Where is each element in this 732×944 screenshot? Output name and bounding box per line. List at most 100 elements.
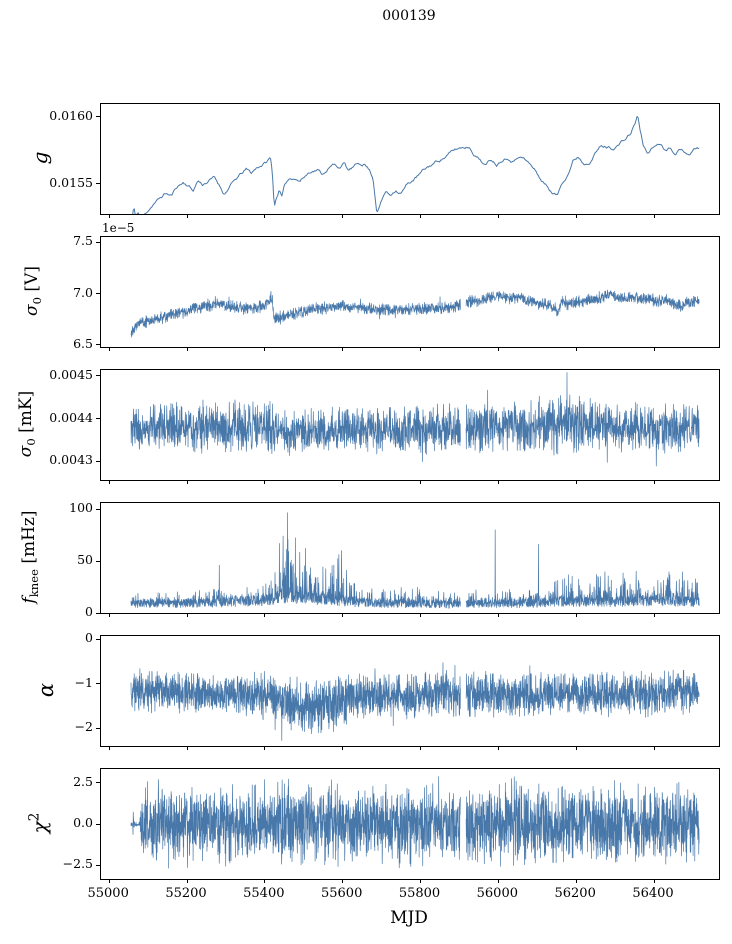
y-tick-mark bbox=[96, 460, 100, 462]
y-label-symbol: g bbox=[28, 151, 52, 165]
y-tick-label: 0 bbox=[85, 630, 93, 646]
x-tick-label: 55800 bbox=[398, 886, 441, 901]
x-tick-mark bbox=[653, 480, 655, 484]
x-tick-mark bbox=[575, 746, 577, 750]
x-tick-mark bbox=[653, 746, 655, 750]
y-tick-mark bbox=[96, 864, 100, 866]
panel-chi2 bbox=[96, 768, 720, 883]
x-tick-mark bbox=[186, 347, 188, 351]
y-tick-mark bbox=[96, 560, 100, 562]
x-tick-mark bbox=[342, 613, 344, 617]
x-tick-label: 55400 bbox=[243, 886, 285, 901]
x-tick-mark bbox=[108, 480, 110, 484]
y-tick-mark bbox=[96, 241, 100, 243]
x-tick-label: 55200 bbox=[165, 886, 207, 901]
x-tick-mark bbox=[497, 347, 499, 351]
x-tick-mark bbox=[497, 214, 499, 218]
y-tick-label: 0.0155 bbox=[49, 174, 93, 190]
x-axis-label: MJD bbox=[390, 908, 428, 928]
y-tick-mark bbox=[96, 183, 100, 185]
x-tick-mark bbox=[108, 347, 110, 351]
panel-sigma0-mK bbox=[96, 369, 720, 484]
y-label-symbol: χ bbox=[27, 821, 52, 834]
y-tick-label: −2 bbox=[74, 719, 93, 735]
x-tick-mark bbox=[575, 879, 577, 883]
panel-sigma0-V bbox=[96, 236, 720, 351]
x-tick-mark bbox=[497, 613, 499, 617]
plot-canvas-g bbox=[101, 104, 719, 214]
panel-fknee bbox=[96, 502, 720, 617]
y-tick-mark bbox=[96, 344, 100, 346]
y-tick-mark bbox=[96, 727, 100, 729]
axis-offset-text: 1e−5 bbox=[102, 221, 135, 235]
x-tick-mark bbox=[420, 347, 421, 351]
x-tick-mark bbox=[420, 480, 421, 484]
x-tick-label: 56200 bbox=[554, 886, 596, 901]
y-label-unit: [mK] bbox=[15, 390, 36, 439]
plot-canvas-sigma0-V bbox=[101, 237, 719, 347]
x-tick-mark bbox=[108, 214, 110, 218]
x-tick-mark bbox=[342, 746, 344, 750]
x-tick-mark bbox=[497, 879, 499, 883]
y-tick-label: 7.5 bbox=[73, 233, 93, 249]
y-tick-label: 0.0043 bbox=[49, 452, 93, 468]
plot-title: 000139 bbox=[382, 8, 436, 24]
x-tick-mark bbox=[264, 746, 266, 750]
x-tick-mark bbox=[186, 879, 188, 883]
x-tick-mark bbox=[264, 480, 266, 484]
y-tick-label: 0.0045 bbox=[49, 366, 93, 382]
x-tick-mark bbox=[264, 214, 266, 218]
panel-g bbox=[96, 103, 720, 218]
y-tick-mark bbox=[96, 116, 100, 118]
x-tick-mark bbox=[264, 613, 266, 617]
panel-alpha bbox=[96, 635, 720, 750]
y-tick-mark bbox=[96, 638, 100, 640]
y-tick-label: −1 bbox=[74, 674, 93, 690]
y-tick-label: 7.0 bbox=[73, 284, 93, 300]
y-tick-label: 6.5 bbox=[73, 335, 93, 351]
x-tick-mark bbox=[342, 214, 344, 218]
y-axis-label-g: g bbox=[28, 152, 52, 165]
y-tick-mark bbox=[96, 782, 100, 784]
y-label-subscript: 0 bbox=[30, 296, 45, 305]
x-tick-mark bbox=[497, 746, 499, 750]
y-tick-mark bbox=[96, 823, 100, 825]
x-tick-mark bbox=[342, 347, 344, 351]
x-tick-label: 55600 bbox=[320, 886, 363, 901]
plot-canvas-sigma0-mK bbox=[101, 370, 719, 480]
x-tick-mark bbox=[420, 879, 421, 883]
y-tick-label: 50 bbox=[77, 552, 93, 567]
x-tick-label: 55000 bbox=[87, 886, 129, 901]
x-tick-mark bbox=[653, 613, 655, 617]
x-tick-mark bbox=[108, 613, 110, 617]
x-tick-label: 56000 bbox=[476, 886, 518, 901]
y-axis-label-sigma0-V: σ0 [V] bbox=[22, 266, 44, 316]
y-tick-label: 2.5 bbox=[73, 773, 93, 789]
x-tick-mark bbox=[108, 746, 110, 750]
plot-canvas-alpha bbox=[101, 636, 719, 746]
plot-canvas-fknee bbox=[101, 503, 719, 613]
x-tick-mark bbox=[108, 879, 110, 883]
y-axis-label-fknee: fknee [mHz] bbox=[19, 511, 41, 604]
x-tick-mark bbox=[186, 746, 188, 750]
x-tick-mark bbox=[342, 879, 344, 883]
y-axis-label-sigma0-mK: σ0 [mK] bbox=[16, 391, 38, 457]
y-tick-mark bbox=[96, 418, 100, 420]
y-tick-mark bbox=[96, 683, 100, 685]
x-tick-mark bbox=[575, 347, 577, 351]
y-tick-mark bbox=[96, 508, 100, 510]
y-tick-label: 100 bbox=[69, 500, 93, 516]
y-label-subscript: 0 bbox=[24, 438, 39, 446]
x-tick-label: 56400 bbox=[632, 886, 674, 901]
x-tick-mark bbox=[420, 746, 421, 750]
y-tick-label: 0 bbox=[85, 604, 93, 619]
x-tick-mark bbox=[186, 613, 188, 617]
y-label-symbol: α bbox=[34, 682, 58, 698]
y-axis-label-alpha: α bbox=[34, 683, 58, 697]
y-label-unit: [mHz] bbox=[18, 510, 39, 570]
y-tick-mark bbox=[96, 612, 100, 614]
x-tick-mark bbox=[420, 613, 421, 617]
y-tick-mark bbox=[96, 293, 100, 295]
y-label-symbol: σ bbox=[15, 445, 36, 458]
